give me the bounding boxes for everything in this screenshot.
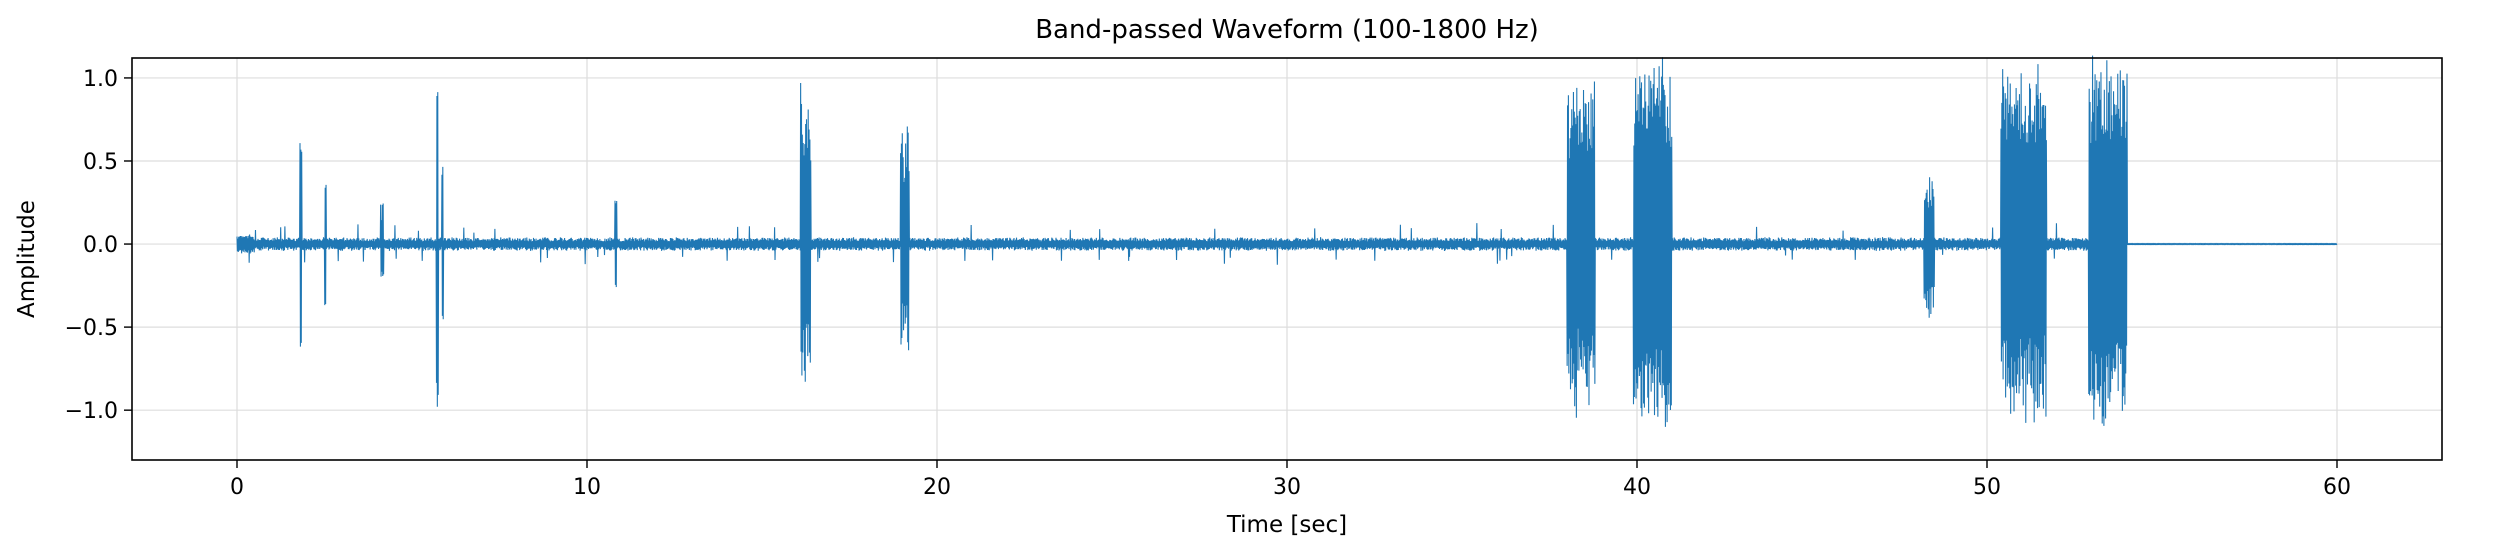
chart-title: Band-passed Waveform (100-1800 Hz) (1035, 15, 1539, 45)
y-tick-label: −0.5 (65, 316, 118, 341)
series-layer (236, 55, 2338, 427)
y-tick-label: 1.0 (83, 67, 118, 92)
waveform-series-line (236, 55, 2338, 427)
y-tick-label: 0.5 (83, 150, 118, 175)
x-tick-label: 10 (573, 475, 601, 500)
x-axis-ticks: 0 10 20 30 40 50 60 (230, 460, 2351, 500)
x-tick-label: 50 (1973, 475, 2001, 500)
x-tick-label: 0 (230, 475, 244, 500)
y-axis-ticks: −1.0 −0.5 0.0 0.5 1.0 (65, 67, 132, 424)
y-axis-label: Amplitude (14, 200, 40, 318)
x-tick-label: 30 (1273, 475, 1301, 500)
x-tick-label: 60 (2323, 475, 2351, 500)
x-tick-label: 40 (1623, 475, 1651, 500)
x-tick-label: 20 (923, 475, 951, 500)
x-axis-label: Time [sec] (1226, 512, 1347, 538)
y-tick-label: −1.0 (65, 399, 118, 424)
y-tick-label: 0.0 (83, 233, 118, 258)
